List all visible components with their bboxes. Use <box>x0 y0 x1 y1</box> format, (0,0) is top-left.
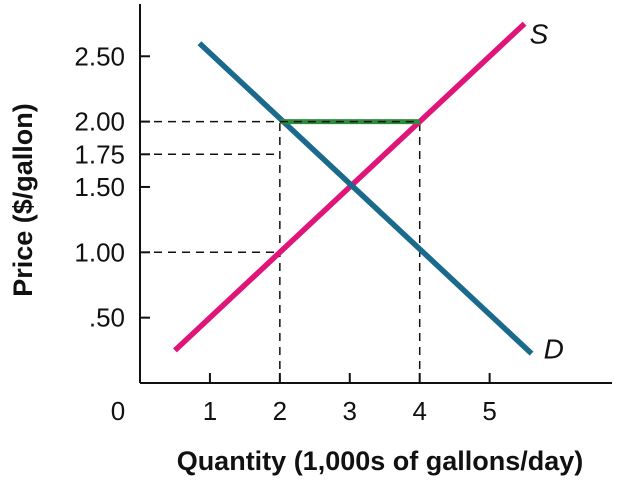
origin-label: 0 <box>111 396 125 426</box>
x-tick-label: 4 <box>412 396 426 426</box>
curve-label-s: S <box>530 19 549 50</box>
y-tick-label: 2.50 <box>74 41 125 71</box>
axes <box>139 4 612 384</box>
x-tick-label: 5 <box>482 396 496 426</box>
y-axis-title: Price ($/gallon) <box>8 103 38 297</box>
tick-marks <box>140 55 491 383</box>
tick-labels: 1 2 3 4 5 .50 1.00 1.501.752.00 2.50 <box>74 41 496 426</box>
x-tick-label: 1 <box>203 396 217 426</box>
y-tick-label: 1.00 <box>74 237 125 267</box>
y-tick-label: .50 <box>89 303 125 333</box>
y-tick-label: 2.00 <box>74 107 125 137</box>
x-tick-label: 3 <box>343 396 357 426</box>
y-tick-label: 1.50 <box>74 172 125 202</box>
curve-d <box>197 41 534 356</box>
y-tick-label: 1.75 <box>74 139 125 169</box>
x-tick-label: 2 <box>273 396 287 426</box>
curves <box>173 21 534 356</box>
curve-label-d: D <box>544 334 564 365</box>
curve-labels: SD <box>530 19 564 365</box>
x-axis-title: Quantity (1,000s of gallons/day) <box>177 446 584 476</box>
